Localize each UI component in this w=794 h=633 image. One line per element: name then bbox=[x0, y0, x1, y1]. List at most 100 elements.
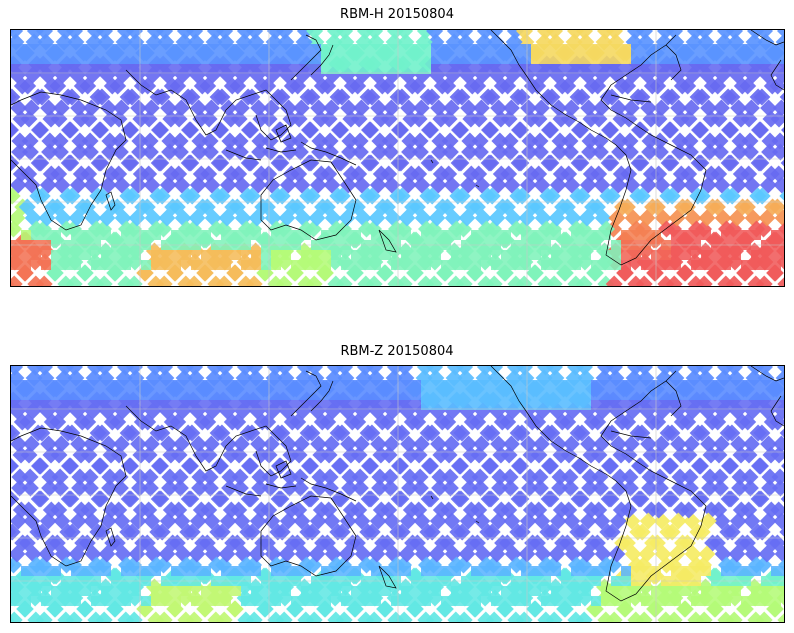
band-cell bbox=[251, 566, 261, 576]
swath-pixel bbox=[63, 88, 81, 106]
band-cell bbox=[151, 250, 161, 260]
band-cell bbox=[471, 64, 481, 74]
band-cell bbox=[561, 586, 571, 596]
band-cell bbox=[711, 586, 721, 596]
band-cell bbox=[641, 596, 651, 606]
coastline bbox=[310, 380, 334, 412]
swath-pixel bbox=[502, 99, 520, 117]
band-cell bbox=[51, 260, 61, 270]
swath-pixel bbox=[81, 479, 99, 497]
band-cell bbox=[701, 54, 711, 64]
band-cell bbox=[471, 400, 481, 410]
swath-pixel bbox=[188, 545, 206, 563]
swath-pixel bbox=[318, 198, 336, 216]
swath-pixel bbox=[671, 479, 689, 497]
swath-pixel bbox=[761, 143, 779, 161]
swath-pixel bbox=[119, 523, 137, 541]
band-cell bbox=[71, 250, 81, 260]
coastline bbox=[578, 370, 707, 602]
band-cell bbox=[711, 64, 721, 74]
band-cell bbox=[681, 400, 691, 410]
band-cell bbox=[631, 44, 641, 54]
band-cell bbox=[631, 230, 641, 240]
band-cell bbox=[211, 260, 221, 270]
swath-pixel bbox=[581, 143, 599, 161]
band-cell bbox=[601, 390, 611, 400]
band-cell bbox=[761, 64, 771, 74]
swath-pixel bbox=[698, 209, 716, 227]
band-cell bbox=[141, 54, 151, 64]
swath-pixel bbox=[159, 176, 177, 194]
band-cell bbox=[511, 596, 521, 606]
band-cell bbox=[351, 596, 361, 606]
swath-pixel bbox=[673, 413, 691, 431]
band-cell bbox=[601, 380, 611, 390]
swath-pixel bbox=[532, 435, 550, 453]
swath-pixel bbox=[779, 424, 784, 442]
swath-pixel bbox=[463, 77, 481, 95]
swath-pixel bbox=[125, 611, 143, 622]
band-cell bbox=[261, 400, 271, 410]
band-cell bbox=[471, 390, 481, 400]
swath-pixel bbox=[208, 556, 225, 574]
band-cell bbox=[621, 230, 631, 240]
band-cell bbox=[11, 586, 21, 596]
swath-pixel bbox=[771, 479, 784, 497]
swath-pixel bbox=[501, 468, 519, 486]
band-cell bbox=[131, 566, 141, 576]
band-cell bbox=[341, 566, 351, 576]
coastline bbox=[475, 520, 480, 524]
band-cell bbox=[481, 54, 491, 64]
coastline bbox=[750, 30, 784, 46]
band-cell bbox=[261, 260, 271, 270]
band-cell bbox=[521, 250, 531, 260]
swath-pixel bbox=[89, 523, 107, 541]
swath-pixel bbox=[583, 413, 601, 431]
band-cell bbox=[361, 380, 371, 390]
swath-pixel bbox=[190, 99, 208, 117]
band-cell bbox=[471, 44, 481, 54]
band-cell bbox=[181, 230, 191, 240]
band-cell bbox=[491, 44, 501, 54]
swath-pixel bbox=[500, 501, 518, 519]
band-cell bbox=[671, 596, 681, 606]
band-cell bbox=[101, 380, 111, 390]
band-cell bbox=[141, 390, 151, 400]
band-cell bbox=[341, 260, 351, 270]
swath-pixel bbox=[747, 30, 764, 40]
band-cell bbox=[191, 400, 201, 410]
swath-pixel bbox=[430, 99, 448, 117]
band-cell bbox=[51, 250, 61, 260]
band-cell bbox=[521, 400, 531, 410]
swath-pixel bbox=[569, 523, 587, 541]
swath-pixel bbox=[671, 143, 689, 161]
band-cell bbox=[401, 596, 411, 606]
band-cell bbox=[561, 44, 571, 54]
swath-pixel bbox=[52, 99, 70, 117]
coastline bbox=[250, 425, 292, 477]
band-cell bbox=[571, 566, 581, 576]
swath-pixel bbox=[393, 88, 411, 106]
swath-pixel bbox=[723, 88, 741, 106]
band-cell bbox=[401, 586, 411, 596]
band-cell bbox=[151, 230, 161, 240]
swath-pixel bbox=[532, 99, 550, 117]
swath-pixel bbox=[43, 77, 61, 95]
band-cell bbox=[541, 380, 551, 390]
swath-pixel bbox=[80, 165, 98, 183]
swath-pixel bbox=[392, 457, 409, 475]
swath-pixel bbox=[611, 479, 629, 497]
swath-pixel bbox=[642, 446, 660, 464]
graticule bbox=[11, 366, 784, 622]
swath-pixel bbox=[498, 534, 516, 552]
band-cell bbox=[201, 260, 211, 270]
band-cell bbox=[661, 54, 671, 64]
swath-pixel bbox=[561, 468, 579, 486]
swath-pixel bbox=[158, 545, 176, 563]
band-cell bbox=[491, 380, 501, 390]
band-cell bbox=[531, 64, 541, 74]
swath-pixel bbox=[73, 77, 91, 95]
band-cell bbox=[761, 400, 771, 410]
band-cell bbox=[381, 400, 391, 410]
band-cell bbox=[711, 44, 721, 54]
